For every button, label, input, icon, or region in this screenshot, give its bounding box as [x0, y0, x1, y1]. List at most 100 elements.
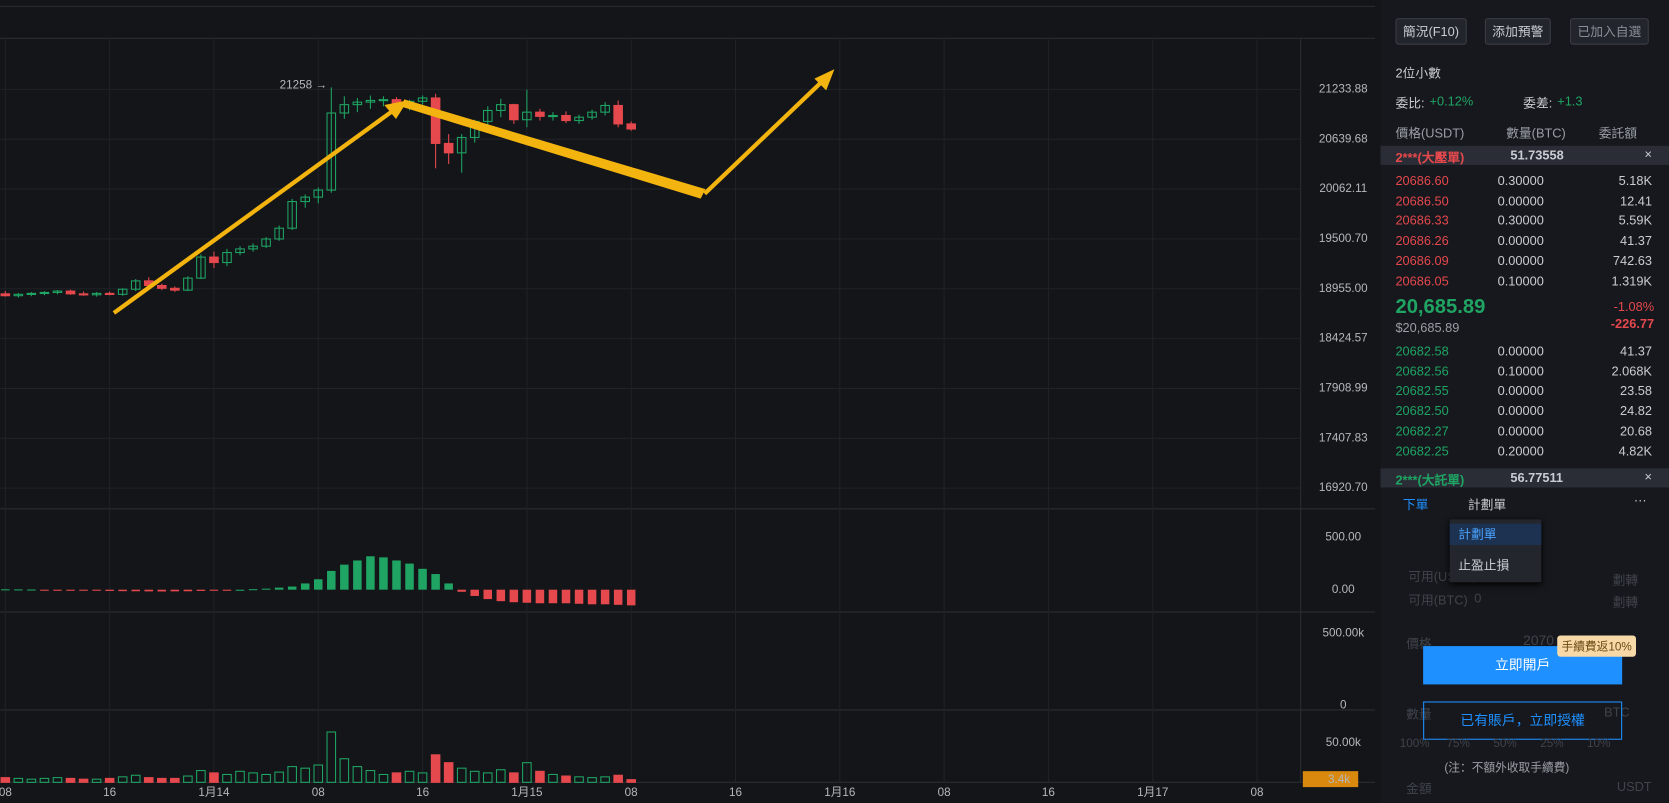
book-price: 20682.27 — [1395, 423, 1449, 439]
macd-bar — [587, 589, 597, 605]
last-pct: -1.08% — [1613, 299, 1655, 315]
candle-body — [104, 292, 115, 295]
book-qty: 0.00000 — [1497, 423, 1544, 439]
book-amount: 24.82 — [1619, 403, 1652, 419]
menu-item[interactable]: 計劃單 — [1449, 523, 1542, 545]
volume-bar — [196, 770, 206, 783]
menu-item[interactable]: 止盈止損 — [1458, 557, 1510, 573]
volume-bar — [65, 777, 76, 783]
auth-button[interactable]: 已有賬戶，立即授權 — [1423, 701, 1623, 740]
candle-body — [52, 290, 63, 293]
tab[interactable]: 下單 — [1402, 497, 1429, 512]
volume-bar — [326, 731, 337, 783]
chart-bg — [0, 0, 1375, 803]
high-label: 21258 → — [280, 78, 327, 91]
macd-bar — [248, 589, 258, 591]
last-price: 20,685.89 — [1395, 295, 1486, 319]
label: 金額 — [1406, 781, 1432, 797]
book-amount: 20.68 — [1619, 423, 1652, 439]
volume-bar — [274, 771, 284, 783]
candle-body — [482, 109, 493, 122]
drawn-arrows — [112, 69, 835, 315]
volume-bar — [600, 776, 610, 783]
book-qty: 0.00000 — [1497, 193, 1544, 209]
candle-body — [26, 292, 37, 295]
candle-body — [0, 293, 11, 297]
macd-bar — [340, 564, 349, 590]
book-amount: 41.37 — [1619, 343, 1652, 359]
volume-bar — [365, 770, 376, 783]
macd-bar — [431, 574, 440, 590]
button[interactable]: 已加入自選 — [1570, 18, 1649, 45]
macd-bar — [170, 589, 180, 592]
volume-bar — [78, 778, 89, 783]
candle-body — [130, 280, 141, 290]
y-tick-label: 18424.57 — [1319, 332, 1368, 345]
big-bid-value: 56.77511 — [1510, 470, 1563, 486]
promo-tag: 手續費返10% — [1557, 635, 1637, 657]
macd-bar — [626, 589, 636, 606]
decimals-select[interactable]: 2位小數 — [1395, 65, 1441, 81]
more[interactable]: ··· — [1633, 492, 1647, 508]
y-tick-label: 21233.88 — [1319, 82, 1368, 95]
volume-bar — [26, 778, 37, 783]
volume-bar — [626, 779, 636, 783]
macd-bar — [79, 589, 88, 591]
macd-bar — [261, 588, 271, 590]
candle-body — [365, 99, 376, 103]
percent: 50% — [1493, 737, 1517, 751]
candle-body — [287, 201, 297, 229]
volume-bar — [561, 775, 571, 783]
book-price: 20686.33 — [1395, 213, 1449, 229]
candle-body — [613, 104, 623, 125]
volume-bar — [509, 772, 519, 783]
volume-bar — [443, 762, 454, 783]
unit: BTC — [1604, 704, 1630, 720]
macd-bar — [405, 563, 414, 590]
volume-bar — [522, 762, 532, 783]
volume-bar — [261, 773, 271, 783]
candle-body — [248, 245, 258, 250]
candle-body — [496, 104, 506, 112]
tab[interactable]: 計劃單 — [1467, 497, 1507, 512]
candle-body — [157, 284, 167, 289]
macd-bar — [509, 589, 519, 603]
volume-bar — [313, 764, 324, 783]
x-tick-label: 1月14 — [198, 786, 230, 799]
volume-bar — [548, 773, 558, 783]
book-amount: 742.63 — [1612, 253, 1652, 269]
book-qty: 0.00000 — [1497, 343, 1544, 359]
col-header[interactable]: 委託額 — [1598, 125, 1638, 141]
side-panel: 簡況(F10) 添加預警 已加入自選 2位小數 委比: +0.12% 委差: +… — [1380, 0, 1669, 803]
candle-body — [222, 251, 232, 264]
volume-bar — [52, 777, 63, 783]
macd-bar — [418, 568, 427, 590]
candle-body — [196, 256, 206, 279]
macd-bar — [14, 589, 23, 591]
x-tick-label: 16 — [416, 786, 429, 799]
volume-bar — [39, 777, 50, 783]
book-amount: 4.82K — [1618, 443, 1652, 459]
macd-bar — [600, 589, 610, 605]
volume-bar — [300, 767, 311, 783]
link[interactable]: 劃轉 — [1612, 595, 1639, 610]
book-qty: 0.30000 — [1497, 173, 1544, 189]
x-tick-label: 16 — [103, 786, 116, 799]
candle-body — [300, 196, 311, 203]
candle-body — [509, 104, 519, 121]
link[interactable]: 劃轉 — [1612, 572, 1639, 588]
book-amount: 5.18K — [1618, 173, 1652, 189]
book-price: 20686.60 — [1395, 173, 1449, 189]
button[interactable]: 簡況(F10) — [1395, 18, 1467, 45]
button[interactable]: 添加預警 — [1484, 18, 1551, 45]
arrow — [112, 106, 398, 315]
macd-bar — [561, 589, 571, 604]
macd-bar — [300, 583, 310, 590]
volume-bar — [378, 773, 389, 783]
book-qty: 0.20000 — [1497, 443, 1544, 459]
big-bid: 2***(大託單) 56.77511 × — [1380, 468, 1669, 488]
y-tick-label: 17407.83 — [1319, 431, 1368, 444]
candle-body — [261, 238, 271, 247]
last-volume-box — [1302, 771, 1359, 788]
